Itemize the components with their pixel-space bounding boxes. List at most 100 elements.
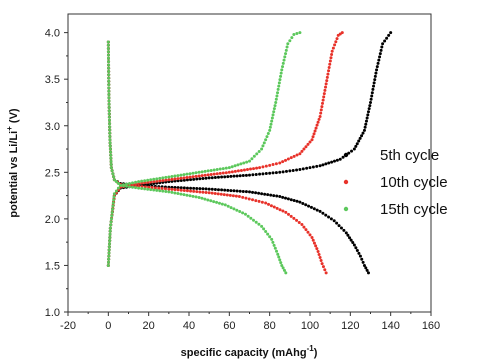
data-point xyxy=(107,109,111,113)
data-point xyxy=(206,173,210,177)
data-point xyxy=(140,179,144,183)
data-point xyxy=(339,226,343,230)
data-point xyxy=(189,186,193,190)
data-point xyxy=(325,75,329,79)
data-point xyxy=(378,55,382,59)
data-point xyxy=(233,169,237,173)
data-point xyxy=(352,243,356,247)
data-point xyxy=(335,37,339,41)
data-point xyxy=(330,49,334,53)
data-point xyxy=(143,179,147,183)
data-point xyxy=(304,145,308,149)
data-point xyxy=(337,224,341,228)
data-point xyxy=(310,236,314,239)
data-point xyxy=(197,170,201,174)
x-axis-title: specific capacity (mAhg-1) xyxy=(181,344,318,359)
y-tick-label: 3.5 xyxy=(45,74,60,86)
data-point xyxy=(170,187,174,191)
data-point xyxy=(286,212,290,216)
data-point xyxy=(252,154,256,158)
data-point xyxy=(167,175,171,179)
data-point xyxy=(357,251,361,255)
data-point xyxy=(236,163,240,167)
data-point xyxy=(109,156,113,160)
data-point xyxy=(311,165,315,169)
data-point xyxy=(308,140,312,144)
data-point xyxy=(170,190,174,194)
data-point xyxy=(220,188,224,192)
data-point xyxy=(300,222,304,226)
data-point xyxy=(352,147,356,151)
data-point xyxy=(109,163,113,167)
data-point xyxy=(332,219,336,223)
data-point xyxy=(367,107,371,111)
data-point xyxy=(157,186,161,190)
data-point xyxy=(358,136,362,140)
data-point xyxy=(282,268,286,272)
data-point xyxy=(315,208,319,212)
data-point xyxy=(252,167,256,171)
data-point xyxy=(152,188,156,192)
data-point xyxy=(319,108,323,112)
data-point xyxy=(385,36,389,40)
data-point xyxy=(179,186,183,190)
data-point xyxy=(188,194,192,198)
data-point xyxy=(276,87,280,91)
data-point xyxy=(271,240,275,244)
data-point xyxy=(318,114,322,118)
data-point xyxy=(210,187,214,191)
data-point xyxy=(161,189,165,193)
data-point xyxy=(281,170,285,174)
data-point xyxy=(250,157,254,161)
data-point xyxy=(275,249,279,253)
data-point xyxy=(264,138,268,142)
data-point xyxy=(245,168,249,172)
data-point xyxy=(276,91,280,95)
data-point xyxy=(158,189,162,193)
data-point xyxy=(286,42,290,46)
series-2 xyxy=(106,31,344,275)
axis-ticks xyxy=(64,32,432,316)
data-point xyxy=(300,149,304,153)
data-point xyxy=(131,185,135,189)
data-point xyxy=(194,171,198,175)
data-point xyxy=(264,172,268,176)
data-point xyxy=(321,211,325,215)
data-point xyxy=(289,198,293,202)
data-point xyxy=(380,45,384,49)
data-point xyxy=(279,74,283,78)
data-point xyxy=(302,147,306,151)
data-point xyxy=(218,167,222,171)
data-point xyxy=(381,42,385,46)
data-point xyxy=(107,254,111,258)
data-point xyxy=(276,252,280,256)
data-point xyxy=(254,199,258,203)
data-point xyxy=(319,111,323,115)
data-point xyxy=(318,209,322,213)
data-point xyxy=(295,218,299,222)
data-point xyxy=(329,56,333,60)
data-point xyxy=(107,73,111,77)
data-point xyxy=(369,97,373,101)
data-point xyxy=(179,178,183,182)
data-point xyxy=(284,158,288,162)
data-point xyxy=(274,162,278,166)
data-point xyxy=(112,192,116,196)
data-point xyxy=(109,217,113,221)
data-point xyxy=(365,116,369,120)
data-point xyxy=(272,243,276,247)
data-point xyxy=(173,186,177,189)
data-point xyxy=(244,173,248,177)
data-point xyxy=(108,138,112,142)
legend: 5th cycle 10th cycle 15th cycle xyxy=(343,147,448,218)
data-point xyxy=(109,223,113,227)
data-point xyxy=(137,186,141,190)
data-point xyxy=(131,181,135,185)
data-point xyxy=(149,178,153,182)
data-point xyxy=(327,161,331,165)
data-point xyxy=(108,131,112,135)
data-point xyxy=(364,122,368,126)
data-point xyxy=(258,172,262,176)
data-point xyxy=(224,166,228,170)
data-point xyxy=(233,164,237,168)
